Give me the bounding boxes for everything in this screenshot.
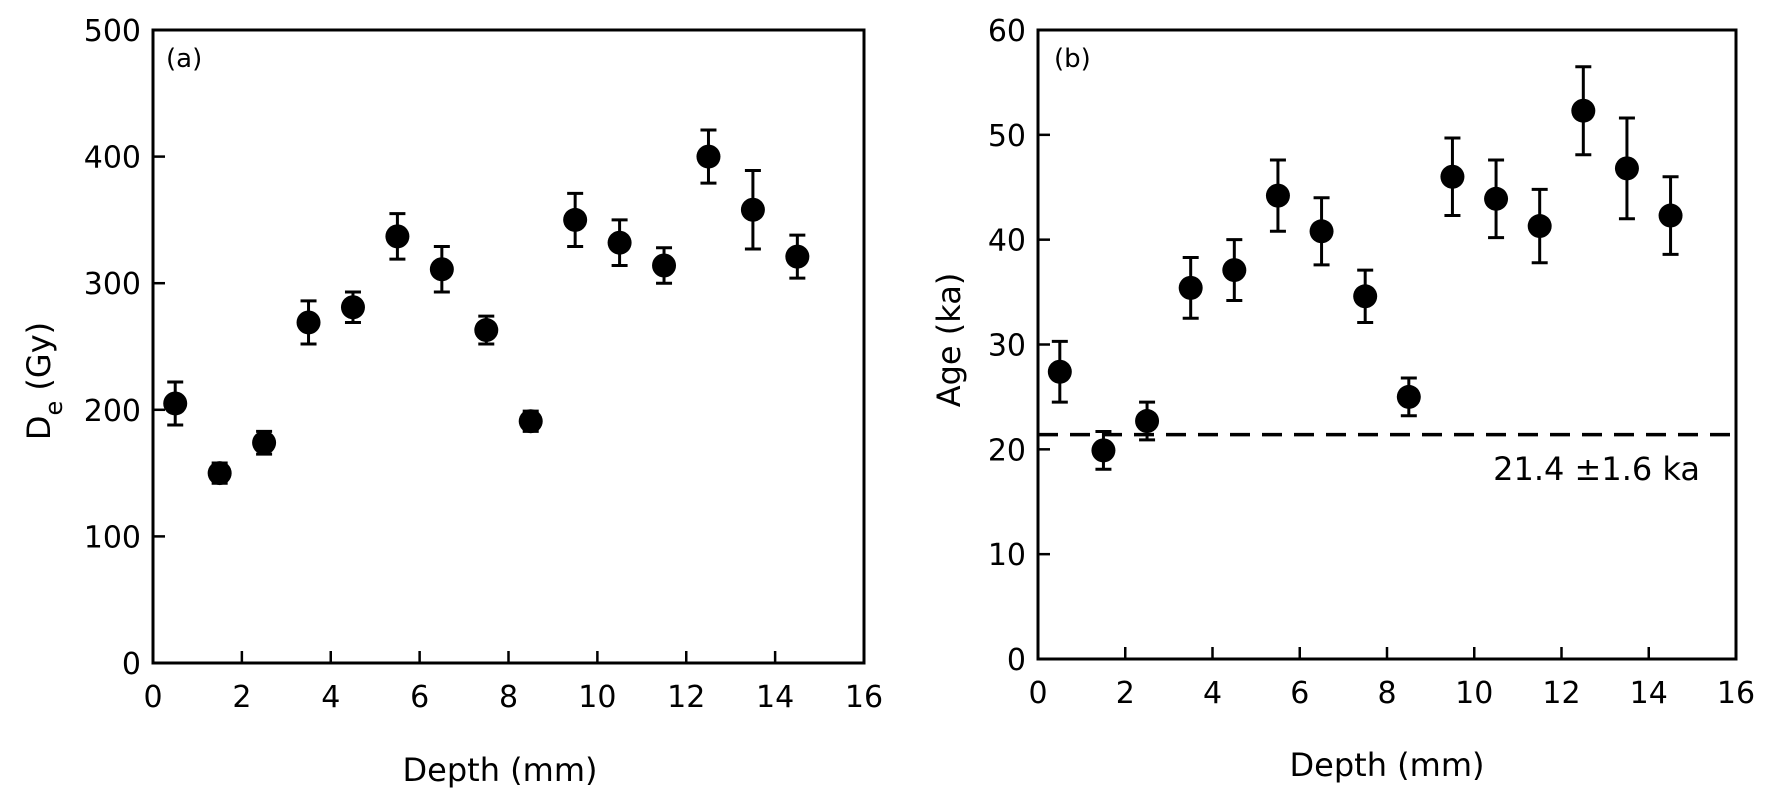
panel-a-y-tick-label: 0 [122, 647, 141, 682]
panel-b-y-tick-label: 30 [988, 329, 1026, 364]
panel-b-data-point [1309, 219, 1334, 244]
panel-b-data-point [1396, 384, 1421, 409]
panel-a-data-point [207, 461, 232, 486]
panel-a-y-axis-title-subscript: e [40, 401, 68, 416]
panel-a-data-point [163, 391, 188, 416]
panel-a-x-tick-label: 16 [845, 680, 883, 715]
panel-b-x-tick-label: 0 [1028, 676, 1047, 711]
panel-b-data-point [1135, 409, 1160, 434]
panel-a-data-point [474, 318, 499, 343]
panel-a-data-point [252, 430, 277, 455]
panel-b-axes-ticks [1036, 28, 1738, 661]
panel-b-x-tick-labels: 0 2 4 6 8 10 12 14 16 [1028, 676, 1755, 711]
panel-b-x-tick-label: 2 [1116, 676, 1135, 711]
panel-b-y-tick-label: 10 [988, 538, 1026, 573]
panel-a-data-point [340, 295, 365, 320]
panel-a-y-axis-title: De (Gy) [20, 322, 68, 440]
panel-a-data-point [296, 310, 321, 335]
panel-b-data-point [1265, 183, 1290, 208]
panel-b-data-point [1527, 214, 1552, 239]
panel-a-data-point [785, 244, 810, 269]
panel-a-label: (a) [166, 44, 202, 74]
panel-a-x-tick-label: 6 [410, 680, 429, 715]
panel-b-y-tick-label: 0 [1007, 643, 1026, 678]
panel-b-y-axis-title: Age (ka) [930, 273, 968, 408]
panel-a-y-tick-label: 300 [84, 267, 141, 302]
panel-a-data-point [652, 253, 677, 278]
panel-a-y-tick-label: 200 [84, 394, 141, 429]
panel-b-data-point [1571, 98, 1596, 123]
panel-b-data-point [1440, 164, 1465, 189]
panel-b-x-tick-label: 12 [1542, 676, 1580, 711]
panel-b-reference-annotation: 21.4 ±1.6 ka [1493, 450, 1700, 488]
panel-a-y-tick-label: 500 [84, 14, 141, 49]
panel-b-y-tick-labels: 0 10 20 30 40 50 60 [988, 14, 1026, 678]
panel-b-data-point [1658, 203, 1683, 228]
panel-b-x-tick-label: 4 [1203, 676, 1222, 711]
panel-b-y-tick-label: 20 [988, 433, 1026, 468]
panel-a-data-point [696, 144, 721, 169]
panel-b-plot-frame [1036, 28, 1738, 661]
panel-b-y-tick-label: 60 [988, 14, 1026, 49]
panel-a-data-point [518, 409, 543, 434]
panel-a-x-tick-label: 0 [143, 680, 162, 715]
panel-a-data-points [163, 144, 810, 486]
panel-b-x-tick-label: 16 [1717, 676, 1755, 711]
panel-b-data-point [1178, 275, 1203, 300]
panel-a-axes-ticks [151, 28, 866, 665]
panel-a-data-point [740, 197, 765, 222]
panel-a-de-vs-depth: 0 2 4 6 8 10 12 14 16 0 100 200 300 400 500 (a) Depth… [20, 14, 883, 789]
panel-a-y-tick-labels: 0 100 200 300 400 500 [84, 14, 141, 682]
panel-b-error-bars [1051, 65, 1679, 471]
panel-a-x-tick-label: 4 [321, 680, 340, 715]
panel-a-y-axis-title-unit: (Gy) [20, 322, 58, 401]
panel-a-x-tick-labels: 0 2 4 6 8 10 12 14 16 [143, 680, 883, 715]
panel-b-data-point [1353, 284, 1378, 309]
panel-b-x-axis-title: Depth (mm) [1290, 746, 1485, 784]
panel-a-error-bars [167, 128, 806, 485]
panel-b-data-point [1091, 438, 1116, 463]
panel-a-x-tick-label: 2 [232, 680, 251, 715]
panel-b-data-point [1222, 258, 1247, 283]
panel-a-x-tick-label: 10 [578, 680, 616, 715]
panel-b-data-point [1614, 156, 1639, 181]
panel-b-data-point [1047, 359, 1072, 384]
panel-a-x-tick-label: 12 [667, 680, 705, 715]
panel-b-label: (b) [1054, 44, 1091, 74]
panel-b-x-tick-label: 8 [1377, 676, 1396, 711]
panel-a-data-point [563, 207, 588, 232]
panel-b-data-points [1047, 98, 1683, 463]
panel-b-y-tick-label: 50 [988, 119, 1026, 154]
panel-b-x-tick-label: 10 [1455, 676, 1493, 711]
panel-a-x-tick-label: 8 [499, 680, 518, 715]
panel-a-y-tick-label: 100 [84, 520, 141, 555]
panel-a-plot-frame [151, 28, 866, 665]
panel-a-x-axis-title: Depth (mm) [403, 751, 598, 789]
panel-b-x-tick-label: 14 [1630, 676, 1668, 711]
panel-a-data-point [607, 230, 632, 255]
panel-a-data-point [385, 224, 410, 249]
panel-a-y-axis-title-main: D [20, 416, 58, 441]
panel-a-y-tick-label: 400 [84, 141, 141, 176]
panel-b-y-tick-label: 40 [988, 224, 1026, 259]
panel-b-x-tick-label: 6 [1290, 676, 1309, 711]
panel-b-age-vs-depth: 0 2 4 6 8 10 12 14 16 0 10 20 30 40 50 60 (b) 21.4 ±1.… [930, 14, 1755, 784]
panel-a-x-tick-label: 14 [756, 680, 794, 715]
panel-b-data-point [1484, 186, 1509, 211]
panel-a-data-point [429, 257, 454, 282]
